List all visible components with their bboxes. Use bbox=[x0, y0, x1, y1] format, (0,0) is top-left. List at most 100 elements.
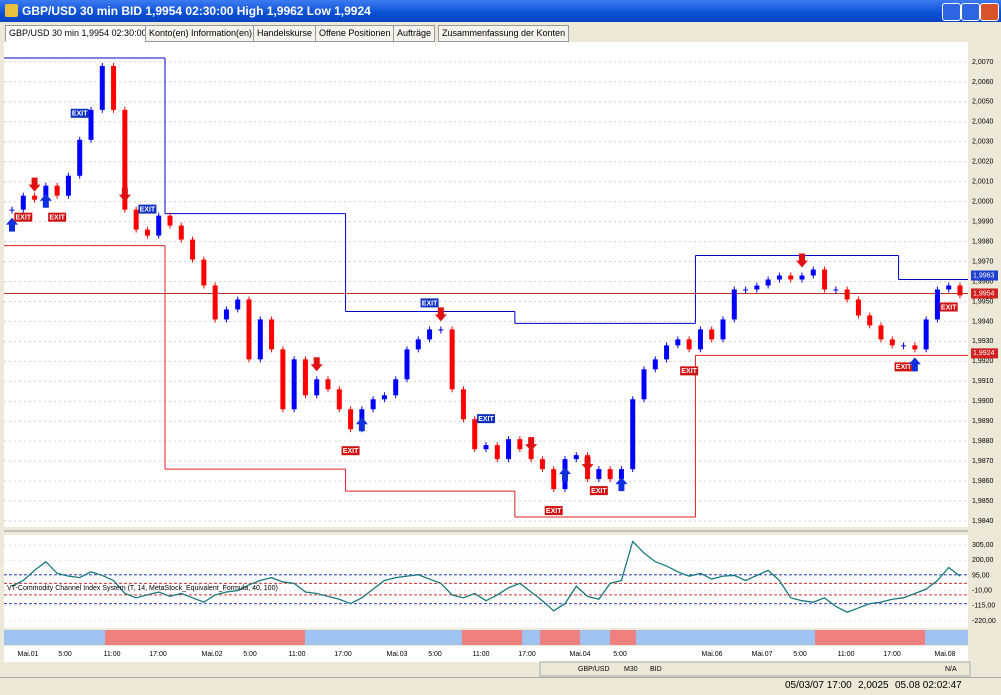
indicator-tick-label: 200,00 bbox=[972, 557, 994, 564]
candle bbox=[88, 109, 94, 140]
candle bbox=[223, 309, 229, 320]
candle bbox=[855, 299, 861, 316]
minimize-button[interactable] bbox=[942, 3, 961, 21]
tab[interactable]: Offene Positionen bbox=[315, 25, 395, 42]
candle bbox=[348, 409, 354, 430]
buy-arrow bbox=[559, 467, 571, 482]
candle bbox=[178, 225, 184, 240]
candle bbox=[675, 339, 681, 346]
candle bbox=[483, 445, 489, 450]
candle bbox=[607, 469, 613, 480]
candle bbox=[901, 345, 907, 347]
candle bbox=[111, 65, 117, 110]
candle bbox=[641, 369, 647, 400]
candle bbox=[257, 319, 263, 360]
signal-bar-short bbox=[610, 630, 636, 645]
candle bbox=[709, 329, 715, 340]
exit-label: EXIT bbox=[72, 111, 88, 118]
signal-bar-short bbox=[540, 630, 580, 645]
exit-label: EXIT bbox=[478, 416, 494, 423]
exit-label: EXIT bbox=[16, 215, 32, 222]
exit-box bbox=[420, 298, 439, 308]
candle bbox=[99, 65, 105, 110]
y-tick-label: 1,9990 bbox=[972, 218, 994, 225]
time-label: Mai.02 bbox=[201, 651, 222, 658]
exit-label: EXIT bbox=[896, 364, 912, 371]
time-label: 5:00 bbox=[428, 651, 442, 658]
sell-arrow bbox=[28, 177, 41, 192]
candle bbox=[776, 275, 782, 280]
y-tick-label: 2,0000 bbox=[972, 199, 994, 206]
candle bbox=[743, 289, 749, 291]
window-title: GBP/USD 30 min BID 1,9954 02:30:00 High … bbox=[22, 4, 371, 18]
exit-label: EXIT bbox=[546, 508, 562, 515]
tab[interactable]: Konto(en) Information(en) bbox=[145, 25, 257, 42]
status-clock: 05.08 02:02:47 bbox=[895, 680, 962, 691]
y-tick-label: 1,9890 bbox=[972, 418, 994, 425]
indicator-pane bbox=[4, 535, 968, 628]
y-tick-label: 2,0030 bbox=[972, 139, 994, 146]
candle bbox=[427, 329, 433, 340]
exit-box bbox=[48, 212, 67, 222]
y-tick-label: 1,9880 bbox=[972, 438, 994, 445]
candle bbox=[65, 175, 71, 196]
tab-bar: GBP/USD 30 min 1,9954 02:30:00 Konto(en) … bbox=[0, 22, 1001, 42]
exit-label: EXIT bbox=[140, 206, 156, 213]
candle bbox=[325, 379, 331, 390]
candle bbox=[415, 339, 421, 350]
y-tick-label: 1,9860 bbox=[972, 478, 994, 485]
y-tick-label: 1,9950 bbox=[972, 298, 994, 305]
time-label: 11:00 bbox=[838, 651, 855, 658]
candle bbox=[946, 285, 952, 290]
maximize-button[interactable] bbox=[961, 3, 980, 21]
candle bbox=[438, 329, 444, 331]
time-label: 5:00 bbox=[58, 651, 72, 658]
sell-arrow bbox=[525, 437, 538, 452]
y-tick-label: 2,0060 bbox=[972, 79, 994, 86]
candle bbox=[235, 299, 241, 310]
candle bbox=[867, 315, 873, 326]
candle bbox=[539, 459, 545, 470]
indicator-tick-label: 305,00 bbox=[972, 542, 994, 549]
toolbar-item: M30 bbox=[624, 666, 638, 673]
candle bbox=[912, 345, 918, 350]
candle bbox=[156, 215, 162, 236]
buy-arrow bbox=[39, 193, 52, 208]
candle bbox=[212, 285, 218, 320]
time-axis bbox=[4, 646, 968, 662]
candle bbox=[889, 339, 895, 346]
price-tag bbox=[971, 270, 998, 281]
candle bbox=[133, 209, 139, 230]
candle bbox=[280, 349, 286, 410]
candle bbox=[144, 229, 150, 236]
exit-label: EXIT bbox=[422, 300, 438, 307]
candle bbox=[664, 345, 670, 360]
price-tag-label: 1,9954 bbox=[973, 290, 995, 297]
candle bbox=[302, 359, 308, 396]
time-label: 17:00 bbox=[518, 651, 536, 658]
toolbar bbox=[539, 661, 971, 677]
tab[interactable]: Aufträge bbox=[393, 25, 436, 42]
indicator-tick-label: -220,00 bbox=[972, 618, 996, 625]
time-label: 17:00 bbox=[149, 651, 167, 658]
y-tick-label: 1,9930 bbox=[972, 338, 994, 345]
indicator-line bbox=[11, 540, 961, 613]
candle bbox=[370, 399, 376, 410]
candle bbox=[833, 289, 839, 291]
candle bbox=[596, 469, 602, 480]
close-button[interactable] bbox=[980, 3, 999, 21]
exit-box bbox=[70, 108, 89, 118]
time-label: Mai.03 bbox=[386, 651, 407, 658]
price-tag bbox=[971, 348, 998, 359]
status-price: 2,0025 bbox=[858, 680, 889, 691]
tab[interactable]: Zusammenfassung der Konten bbox=[438, 25, 570, 42]
candle bbox=[54, 185, 60, 196]
time-label: 5:00 bbox=[613, 651, 627, 658]
candle bbox=[20, 195, 26, 210]
y-tick-label: 1,9920 bbox=[972, 358, 994, 365]
candle bbox=[720, 319, 726, 340]
indicator-label: VT-Commodity Channel Index System (T, 14… bbox=[7, 585, 278, 592]
y-tick-label: 1,9910 bbox=[972, 378, 994, 385]
candle bbox=[844, 289, 850, 300]
indicator-tick-label: -10,00 bbox=[972, 587, 992, 594]
